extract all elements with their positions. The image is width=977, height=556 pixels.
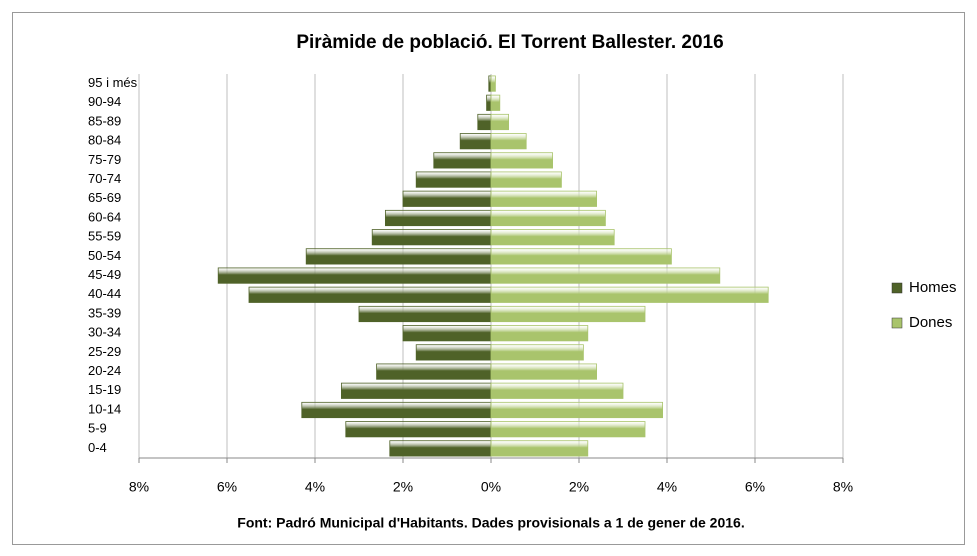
bar	[402, 325, 492, 342]
bar	[433, 152, 492, 169]
y-tick-label: 35-39	[88, 305, 121, 320]
x-tick-label: 0%	[481, 479, 501, 495]
bar	[490, 344, 584, 361]
y-tick-label: 30-34	[88, 325, 121, 340]
bar	[340, 382, 492, 399]
bar	[248, 286, 492, 303]
bar	[217, 267, 492, 284]
y-tick-label: 85-89	[88, 113, 121, 128]
bar	[358, 305, 492, 323]
y-tick-label: 65-69	[88, 190, 121, 205]
chart-title: Piràmide de població. El Torrent Ballest…	[296, 32, 723, 53]
bar	[490, 382, 624, 399]
bar	[490, 248, 672, 265]
bar	[490, 267, 721, 284]
y-tick-label: 25-29	[88, 344, 121, 359]
bar	[490, 152, 553, 169]
x-tick-label: 4%	[657, 479, 677, 495]
bar	[459, 133, 492, 150]
y-tick-label: 10-14	[88, 401, 121, 416]
bar	[477, 113, 492, 131]
x-tick-label: 6%	[745, 479, 765, 495]
bar	[490, 75, 496, 92]
bar	[490, 286, 769, 303]
x-tick-label: 2%	[393, 479, 413, 495]
bar	[490, 229, 615, 246]
y-tick-label: 20-24	[88, 363, 121, 378]
y-tick-label: 50-54	[88, 248, 121, 263]
y-tick-label: 70-74	[88, 171, 121, 186]
bar	[490, 133, 527, 150]
legend-swatch	[891, 282, 903, 294]
bar	[402, 190, 492, 207]
y-tick-label: 0-4	[88, 440, 107, 455]
bar	[384, 209, 492, 227]
bar	[490, 305, 646, 323]
bar	[490, 113, 510, 131]
y-tick-label: 55-59	[88, 229, 121, 244]
bar	[415, 171, 492, 188]
bar	[301, 401, 492, 419]
legend-label: Dones	[909, 314, 952, 331]
bar	[490, 363, 597, 380]
bar	[490, 94, 501, 111]
y-tick-label: 5-9	[88, 421, 107, 436]
bar	[490, 440, 589, 457]
x-tick-label: 2%	[569, 479, 589, 495]
bar	[490, 209, 606, 227]
y-tick-label: 80-84	[88, 133, 121, 148]
bar	[389, 440, 492, 457]
bar	[490, 190, 597, 207]
legend-swatch	[891, 317, 903, 329]
x-tick-label: 4%	[305, 479, 325, 495]
bar	[415, 344, 492, 361]
legend-label: Homes	[909, 279, 957, 296]
y-tick-label: 15-19	[88, 382, 121, 397]
bar	[490, 325, 589, 342]
x-tick-label: 6%	[217, 479, 237, 495]
y-tick-label: 40-44	[88, 286, 121, 301]
bar	[371, 229, 492, 246]
y-tick-label: 90-94	[88, 94, 121, 109]
bar	[345, 421, 492, 438]
y-tick-label: 95 i més	[88, 75, 138, 90]
y-tick-label: 60-64	[88, 209, 121, 224]
bar	[490, 171, 562, 188]
bar	[490, 421, 646, 438]
x-tick-label: 8%	[833, 479, 853, 495]
bar	[305, 248, 492, 265]
y-tick-label: 75-79	[88, 152, 121, 167]
bar	[490, 401, 664, 419]
y-tick-label: 45-49	[88, 267, 121, 282]
x-tick-label: 8%	[129, 479, 149, 495]
bar	[376, 363, 492, 380]
source-note: Font: Padró Municipal d'Habitants. Dades…	[237, 515, 744, 531]
bar	[486, 94, 492, 111]
